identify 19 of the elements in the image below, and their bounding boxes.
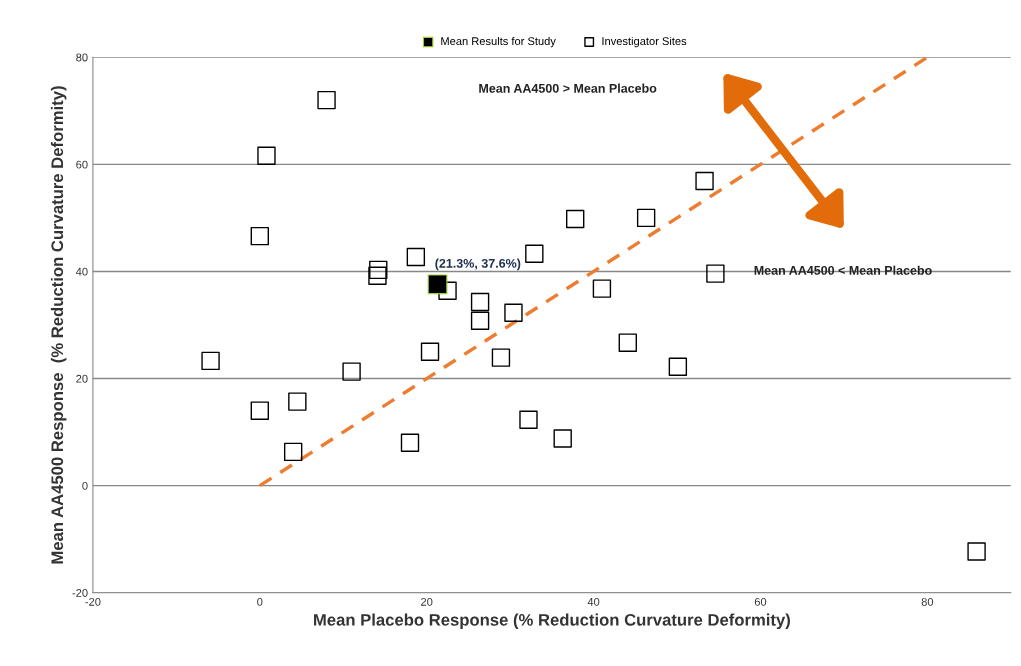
y-tick-label: 60 [76, 160, 88, 169]
x-tick-label: -20 [85, 597, 101, 606]
annotation: Mean AA4500 > Mean Placebo [479, 83, 657, 93]
data-label: (21.3%, 37.6%) [435, 258, 521, 271]
y-tick-label: -20 [72, 589, 88, 597]
x-tick-label: 0 [257, 597, 263, 606]
annotation: Mean AA4500 < Mean Placebo [754, 265, 932, 275]
x-axis-title: Mean Placebo Response (% Reduction Curvature Deformity) [314, 613, 790, 630]
x-tick-label: 20 [421, 597, 433, 606]
y-tick-label: 80 [76, 53, 88, 62]
y-tick-label: 40 [75, 267, 88, 276]
y-tick-label: 0 [82, 481, 88, 490]
legend-label: Mean Results for Study [441, 36, 556, 48]
x-tick-label: 60 [754, 597, 767, 606]
y-tick-label: 20 [76, 374, 88, 383]
y-axis-title: Mean AA4500 Response (% Reduction Curvature Deformity) [50, 86, 67, 564]
x-tick-label: 40 [587, 597, 600, 606]
x-tick-label: 80 [921, 597, 934, 606]
legend-label: Investigator Sites [602, 36, 687, 48]
